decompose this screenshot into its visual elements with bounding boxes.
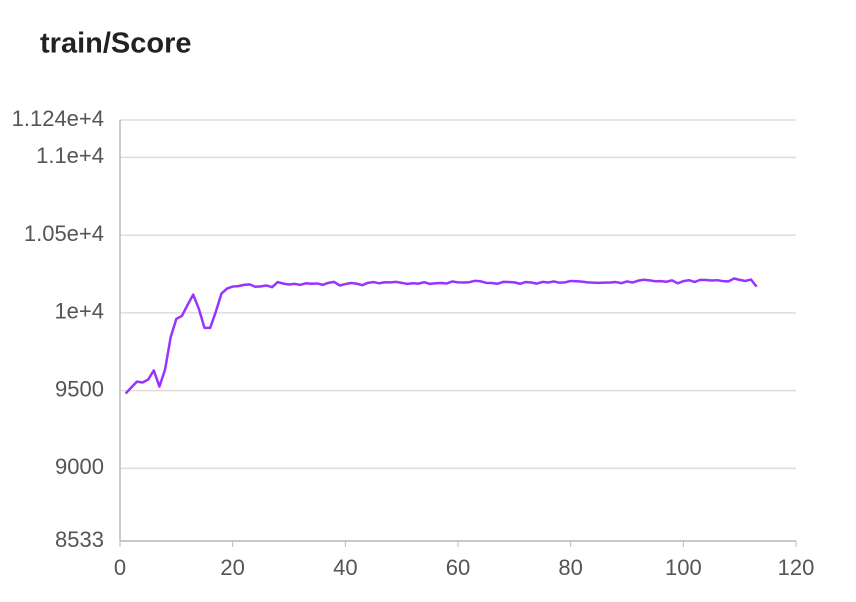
y-tick-label: 9500 — [55, 376, 104, 401]
y-tick-label: 1.1e+4 — [36, 143, 104, 168]
x-tick-label: 80 — [558, 555, 582, 580]
x-tick-label: 60 — [446, 555, 470, 580]
x-tick-label: 120 — [778, 555, 815, 580]
y-tick-label: 1e+4 — [54, 299, 104, 324]
y-tick-label: 1.05e+4 — [24, 221, 104, 246]
line-series — [124, 277, 758, 395]
x-tick-label: 20 — [220, 555, 244, 580]
y-tick-label: 8533 — [55, 527, 104, 552]
chart-title: train/Score — [40, 28, 192, 60]
y-tick-label: 9000 — [55, 454, 104, 479]
x-tick-label: 40 — [333, 555, 357, 580]
x-tick-label: 0 — [114, 555, 126, 580]
x-tick-label: 100 — [665, 555, 702, 580]
y-tick-label: 1.124e+4 — [12, 106, 104, 131]
